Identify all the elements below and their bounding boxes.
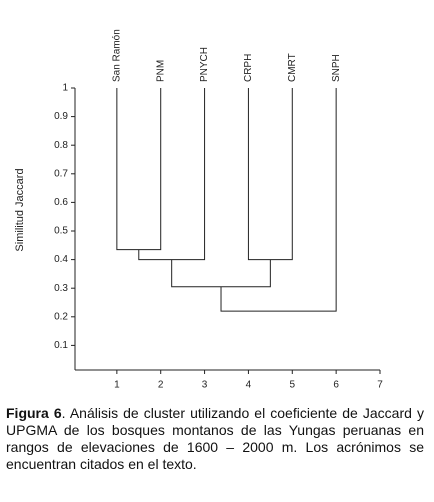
- leaf-label: CRPH: [243, 54, 254, 82]
- leaf-label: PNM: [155, 60, 166, 82]
- x-tick-label: 5: [290, 380, 296, 391]
- x-tick-label: 3: [202, 380, 208, 391]
- x-tick-label: 2: [158, 380, 164, 391]
- merge-link: [116, 88, 162, 251]
- merge-link: [171, 259, 271, 288]
- y-tick-label: 0.3: [54, 283, 68, 294]
- leaf-label: CMRT: [287, 53, 298, 82]
- y-tick-label: 0.5: [54, 226, 68, 237]
- y-tick-label: 0.8: [54, 140, 68, 151]
- y-tick-label: 0.7: [54, 168, 68, 179]
- merge-link: [247, 88, 293, 261]
- chart: Similitud Jaccard 0.1 0.2 0.3 0.4 0.5 0.6 0.7 0…: [14, 29, 383, 391]
- y-axis-label: Similitud Jaccard: [14, 168, 26, 251]
- caption: Figura 6. Análisis de cluster utilizando…: [6, 405, 424, 473]
- x-tick-label: 4: [246, 380, 252, 391]
- y-tick-label: 0.9: [54, 111, 68, 122]
- y-tick-label: 0.4: [54, 254, 68, 265]
- caption-text: . Análisis de cluster utilizando el coef…: [6, 405, 424, 472]
- x-tick-label: 7: [377, 380, 383, 391]
- merge-link: [138, 88, 206, 261]
- leaf-label: PNYCH: [199, 47, 210, 82]
- leaf-label: San Ramón: [111, 29, 122, 82]
- x-tick-label: 1: [114, 380, 120, 391]
- merge-link: [220, 88, 337, 312]
- y-tick-label: 0.1: [54, 340, 68, 351]
- y-tick-label: 0.2: [54, 311, 68, 322]
- y-tick-label: 0.6: [54, 197, 68, 208]
- y-tick-label: 1: [62, 83, 68, 94]
- leaf-label: SNPH: [331, 54, 342, 82]
- caption-label: Figura 6: [6, 405, 62, 421]
- x-tick-label: 6: [333, 380, 339, 391]
